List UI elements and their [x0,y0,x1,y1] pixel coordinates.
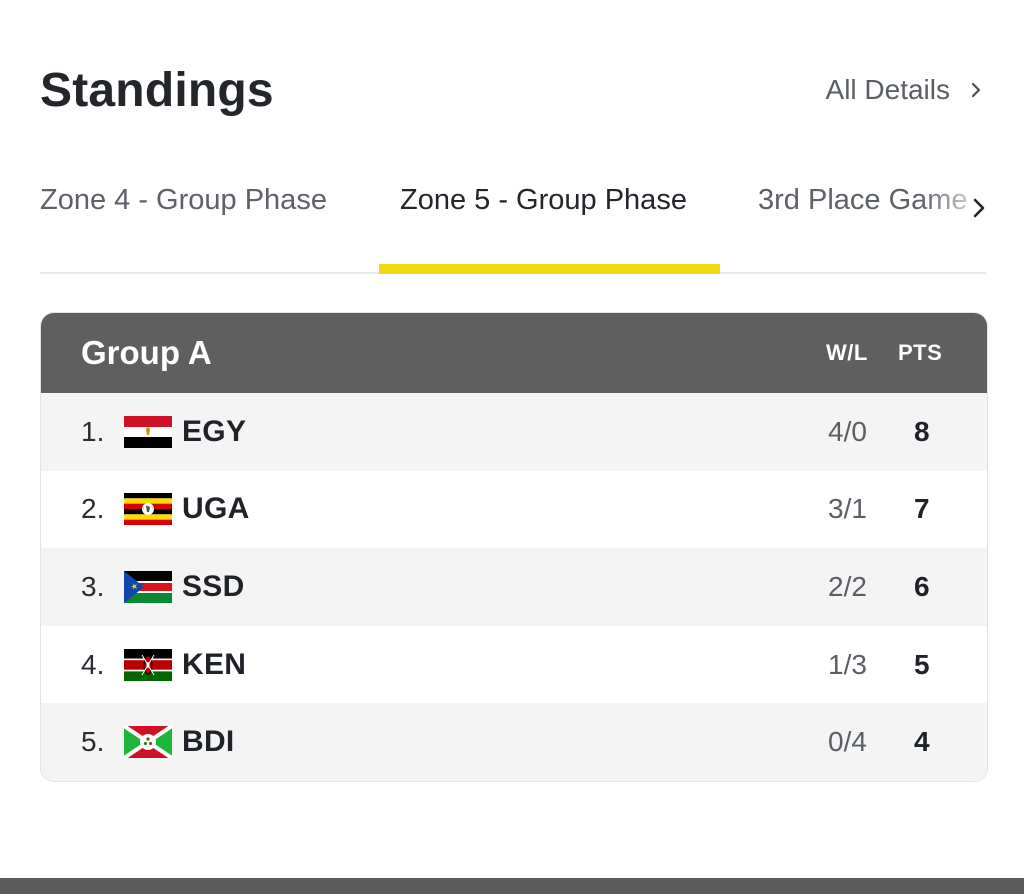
all-details-link[interactable]: All Details [826,74,984,106]
table-row[interactable]: 5. BDI 0/4 4 [41,703,987,781]
team-name: SSD [182,569,245,603]
all-details-label: All Details [825,74,950,105]
rank: 1. [81,415,105,447]
table-row[interactable]: 1. EGY 4/0 8 [41,393,987,471]
egypt-flag-icon [124,415,172,448]
south-sudan-flag-icon [124,570,172,603]
rank: 3. [81,570,105,602]
team-name: KEN [182,647,247,681]
phase-tabs: Zone 4 - Group Phase Zone 5 - Group Phas… [40,170,990,274]
table-row[interactable]: 4. KEN 1/3 5 [41,625,987,704]
page-title: Standings [40,63,274,117]
table-header: Group A W/L PTS [41,313,987,393]
tabs-scroll-right-button[interactable] [964,188,994,228]
table-row[interactable]: 3. SSD 2/2 6 [41,548,987,626]
win-loss: 2/2 [828,570,867,602]
points: 6 [914,570,930,602]
chevron-right-icon [971,82,981,98]
team-name: UGA [182,492,250,526]
burundi-flag-icon [124,726,172,759]
team-name: BDI [182,725,235,759]
rank: 5. [81,726,105,758]
team-name: EGY [182,414,247,448]
points: 5 [914,648,930,680]
points: 4 [914,726,930,758]
tab-zone-5-group-phase[interactable]: Zone 5 - Group Phase [400,184,687,216]
column-header-pts: PTS [898,340,943,365]
rank: 2. [81,493,105,525]
chevron-right-icon [973,198,985,218]
group-name: Group A [81,334,212,371]
kenya-flag-icon [124,648,172,681]
column-header-wl: W/L [826,340,868,365]
win-loss: 0/4 [828,726,867,758]
points: 8 [914,415,930,447]
win-loss: 4/0 [828,415,867,447]
uganda-flag-icon [124,493,172,526]
tab-3rd-place-game[interactable]: 3rd Place Game [758,184,968,216]
rank: 4. [81,648,105,680]
win-loss: 1/3 [828,648,867,680]
standings-table: Group A W/L PTS 1. EGY 4/0 8 2. [40,312,988,782]
win-loss: 3/1 [828,493,867,525]
standings-header: Standings All Details [40,60,984,120]
points: 7 [914,493,930,525]
tab-zone-4-group-phase[interactable]: Zone 4 - Group Phase [40,184,327,216]
table-row[interactable]: 2. UGA 3/1 7 [41,470,987,549]
active-tab-indicator [379,264,720,274]
bottom-bar [0,878,1024,894]
